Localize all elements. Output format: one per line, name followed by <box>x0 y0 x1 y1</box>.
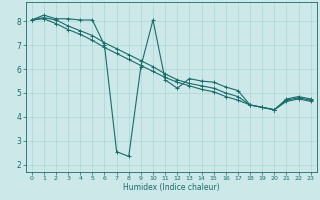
X-axis label: Humidex (Indice chaleur): Humidex (Indice chaleur) <box>123 183 220 192</box>
